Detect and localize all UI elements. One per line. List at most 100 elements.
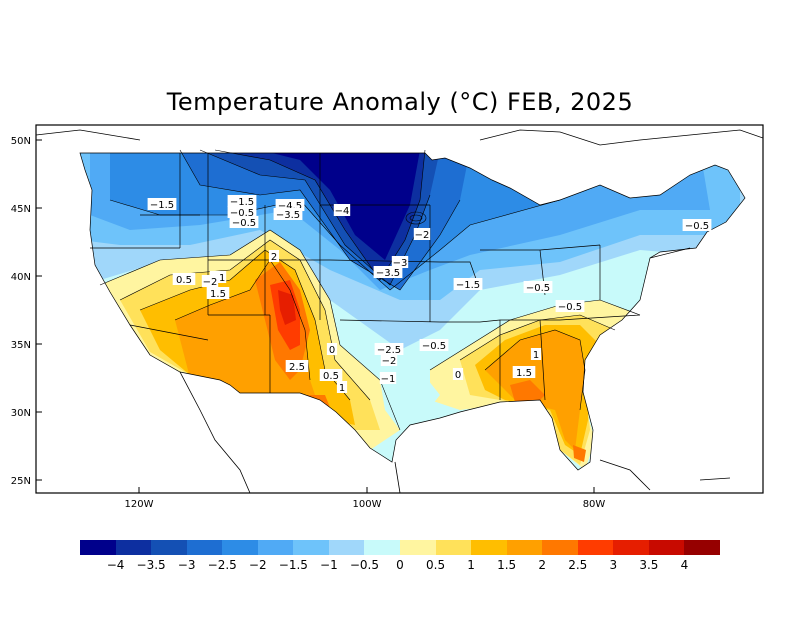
contour-label-bg [555, 300, 585, 312]
lat-label: 45N [11, 204, 31, 215]
contour-label: −3 [393, 258, 408, 269]
contour-label: 0 [455, 370, 461, 381]
lon-label: 100W [353, 499, 382, 510]
contour-label: −3.5 [276, 210, 300, 221]
legend-tick-label: 2.5 [568, 558, 588, 572]
legend-tick-label: −2 [248, 558, 267, 572]
contour-label-bg [380, 354, 398, 366]
legend-tick-label: 3.5 [639, 558, 659, 572]
contour-label: 1 [533, 350, 539, 361]
lat-label: 25N [11, 476, 31, 487]
contour-label-bg [452, 368, 464, 380]
legend-swatch [400, 540, 437, 555]
legend-tick-label: −3.5 [136, 558, 166, 572]
contour-label: −1.5 [456, 280, 480, 291]
contour-label: 0 [329, 345, 335, 356]
lat-label: 30N [11, 408, 31, 419]
coastlines [36, 129, 763, 493]
lon-label: 120W [125, 499, 154, 510]
contour-label: 1.5 [516, 368, 532, 379]
contour-label-bg [147, 198, 177, 210]
contour-label-bg [512, 366, 536, 378]
contour-label: −1.5 [230, 197, 254, 208]
longitude-axis: 120W 100W 80W [125, 487, 606, 510]
legend-swatch [222, 540, 259, 555]
legend-tick-label: −1 [320, 558, 338, 572]
contour-label-bg [229, 216, 259, 228]
legend-swatch [186, 540, 223, 555]
legend-swatch [577, 540, 614, 555]
legend-tick-label: 2 [538, 558, 547, 572]
legend-tick-label: 0 [396, 558, 404, 572]
legend-tick-label: 4 [680, 558, 689, 572]
legend-swatch [364, 540, 401, 555]
legend-tick-label: −2.5 [207, 558, 237, 572]
legend-swatch [435, 540, 472, 555]
contour-label-bg [391, 256, 409, 268]
legend-tick-label: −4 [106, 558, 125, 572]
contour-label-bg [201, 275, 219, 287]
contour-label-bg [523, 281, 553, 293]
map-frame [35, 124, 764, 494]
legend-swatch [648, 540, 685, 555]
contour-label-bg [373, 266, 403, 278]
contour-label: −0.5 [558, 302, 582, 313]
contour-label-bg [227, 195, 257, 207]
legend-swatch [328, 540, 365, 555]
contour-label-bg [453, 278, 483, 290]
contour-label: 0.5 [323, 371, 339, 382]
legend-tick-label: 0.5 [426, 558, 446, 572]
contour-label-bg [379, 372, 397, 384]
legend-swatch [80, 540, 117, 555]
legend-swatch [293, 540, 330, 555]
legend-swatch [684, 540, 721, 555]
latitude-axis: 50N 45N 40N 35N 30N 25N [11, 136, 42, 487]
color-legend: −4 −3.5 −3 −2.5 −2 −1.5 −1 −0.5 0 0.5 1 1.5 2 2.5 3 3.5… [80, 540, 721, 580]
contour-label-bg [326, 343, 338, 355]
legend-tick-label: 1 [467, 558, 475, 572]
lat-label: 50N [11, 136, 31, 147]
map-area: −1.5−0.5−1.5 −4.5−3.5 −4−2−3−3.5−1.5 −0.5−0… [36, 125, 763, 493]
contour-label-bg [682, 219, 712, 231]
anomaly-fields [80, 153, 745, 470]
contour-label: −0.5 [685, 221, 709, 232]
legend-tick-label: −3 [177, 558, 196, 572]
legend-swatch [542, 540, 579, 555]
legend-swatch [471, 540, 508, 555]
chart-title: Temperature Anomaly (°C) FEB, 2025 [166, 88, 634, 116]
contour-label: −1.5 [150, 200, 174, 211]
contour-label: −2 [203, 277, 218, 288]
contour-label-bg [419, 339, 449, 351]
contour-label: −1 [381, 374, 396, 385]
contour-label-bg [319, 369, 343, 381]
contour-label: −2 [382, 356, 397, 367]
contour-label: −0.5 [422, 341, 446, 352]
contour-label-bg [227, 206, 257, 218]
legend-swatch [613, 540, 650, 555]
contour-label: −4.5 [278, 201, 302, 212]
contour-label-bg [268, 250, 280, 262]
legend-tick-label: 1.5 [497, 558, 517, 572]
lon-label: 80W [583, 499, 606, 510]
legend-swatch [506, 540, 543, 555]
legend-swatch [115, 540, 152, 555]
state-boundaries [79, 152, 746, 471]
contour-label-bg [172, 273, 196, 285]
contour-label-bg [374, 343, 404, 355]
lat-label: 40N [11, 272, 31, 283]
contour-label: 2.5 [289, 362, 305, 373]
contour-label-bg [206, 287, 230, 299]
contour-label-bg [530, 348, 542, 360]
contour-label: −0.5 [526, 283, 550, 294]
contour-label: −0.5 [232, 218, 256, 229]
legend-tick-label: −0.5 [349, 558, 380, 572]
contour-label: −2 [415, 230, 430, 241]
legend-tick-label: −1.5 [278, 558, 308, 572]
contour-label-bg [285, 360, 309, 372]
contour-label: 1 [339, 383, 345, 394]
contour-label: −4 [335, 206, 350, 217]
contour-label-bg [413, 228, 431, 240]
lat-label: 35N [11, 340, 31, 351]
contour-label-bg [336, 381, 348, 393]
